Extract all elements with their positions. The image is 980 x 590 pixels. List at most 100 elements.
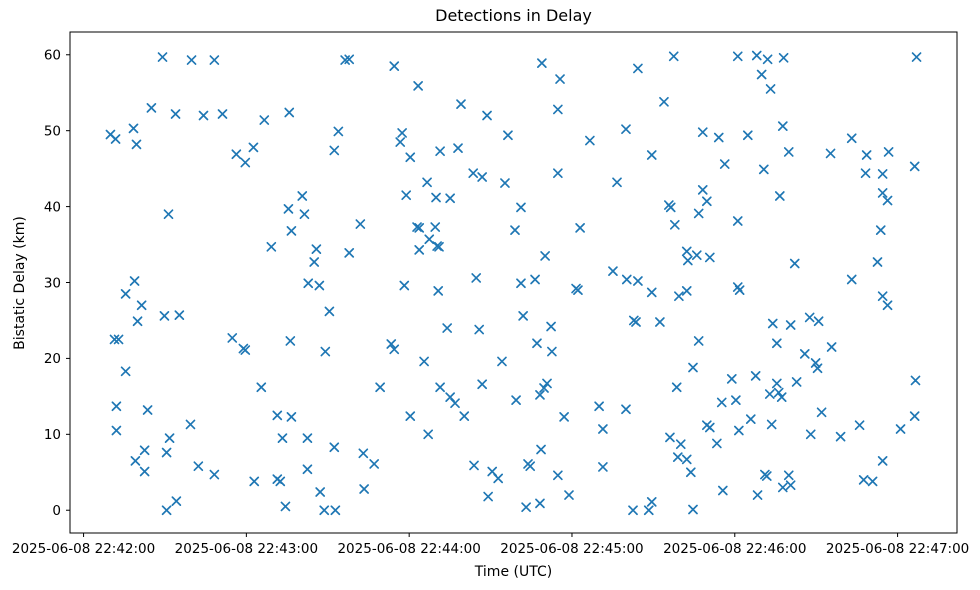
data-point-marker xyxy=(621,404,631,415)
data-point-marker xyxy=(483,491,493,502)
data-point-marker xyxy=(783,470,794,481)
data-point-marker xyxy=(280,501,291,512)
data-point-marker xyxy=(777,121,788,131)
data-point-marker xyxy=(163,209,174,220)
data-point-marker xyxy=(319,505,330,516)
data-point-marker xyxy=(468,168,479,179)
data-point-marker xyxy=(309,257,320,267)
data-point-marker xyxy=(668,51,679,62)
data-point-marker xyxy=(655,317,665,327)
data-point-marker xyxy=(633,276,643,286)
data-point-marker xyxy=(665,432,675,443)
data-point-marker xyxy=(324,306,335,317)
data-point-marker xyxy=(785,480,796,491)
data-point-marker xyxy=(272,410,283,421)
data-point-marker xyxy=(302,433,313,443)
data-point-marker xyxy=(671,382,682,393)
data-point-marker xyxy=(669,219,680,230)
data-point-marker xyxy=(804,312,815,323)
data-point-marker xyxy=(248,142,259,153)
data-point-marker xyxy=(532,338,542,349)
data-point-marker xyxy=(329,145,340,156)
data-point-marker xyxy=(132,316,143,327)
data-point-marker xyxy=(136,300,147,311)
data-point-marker xyxy=(422,177,432,188)
data-point-marker xyxy=(774,191,785,201)
data-point-marker xyxy=(329,442,340,453)
data-point-marker xyxy=(358,448,369,459)
data-point-marker xyxy=(745,414,756,424)
plot-border xyxy=(69,31,958,534)
data-point-marker xyxy=(369,459,380,469)
data-point-marker xyxy=(170,109,181,119)
data-point-marker xyxy=(762,54,773,65)
data-point-marker xyxy=(813,316,824,327)
data-point-marker xyxy=(911,52,922,62)
data-point-marker xyxy=(535,498,545,509)
data-point-marker xyxy=(516,202,526,213)
data-point-marker xyxy=(286,226,297,236)
data-point-marker xyxy=(111,425,122,436)
data-point-marker xyxy=(776,392,787,402)
data-point-marker xyxy=(575,222,585,233)
data-point-marker xyxy=(164,433,175,443)
data-point-marker xyxy=(608,266,618,276)
data-point-marker xyxy=(209,469,220,480)
data-point-marker xyxy=(789,258,800,269)
data-point-marker xyxy=(751,50,762,61)
data-point-marker xyxy=(355,219,366,229)
data-point-marker xyxy=(198,110,209,121)
data-point-marker xyxy=(752,490,763,500)
data-point-marker xyxy=(259,115,270,125)
data-point-marker xyxy=(275,476,286,487)
data-point-marker xyxy=(433,286,444,296)
x-tick-label: 2025-06-08 22:43:00 xyxy=(175,541,318,557)
data-point-marker xyxy=(791,377,802,387)
data-point-marker xyxy=(799,349,810,359)
data-point-marker xyxy=(434,241,444,252)
data-point-marker xyxy=(704,422,715,433)
data-point-marker xyxy=(535,389,545,400)
x-axis-label: Time (UTC) xyxy=(474,564,553,580)
data-point-marker xyxy=(861,150,872,160)
x-tick-label: 2025-06-08 22:42:00 xyxy=(12,541,155,557)
data-point-marker xyxy=(875,225,886,235)
data-point-marker xyxy=(860,168,871,179)
data-point-marker xyxy=(665,202,676,213)
data-point-marker xyxy=(867,476,878,487)
data-point-marker xyxy=(159,311,170,321)
data-point-marker xyxy=(858,475,869,485)
data-point-marker xyxy=(161,447,172,458)
data-point-marker xyxy=(284,107,295,118)
data-point-marker xyxy=(435,146,445,157)
data-point-marker xyxy=(109,334,120,345)
data-point-marker xyxy=(646,497,657,507)
data-point-marker xyxy=(767,318,778,329)
data-point-marker xyxy=(717,485,728,496)
data-point-marker xyxy=(812,363,823,374)
data-point-marker xyxy=(681,286,692,296)
data-point-marker xyxy=(681,454,692,465)
data-point-marker xyxy=(503,130,513,141)
data-point-marker xyxy=(344,54,355,65)
data-point-marker xyxy=(691,250,702,261)
data-point-marker xyxy=(675,439,686,450)
data-point-marker xyxy=(389,344,400,355)
y-tick-label: 40 xyxy=(44,199,61,215)
data-point-marker xyxy=(128,123,139,134)
data-point-marker xyxy=(314,280,325,291)
data-point-marker xyxy=(186,55,197,65)
y-tick-label: 60 xyxy=(44,48,61,64)
data-point-marker xyxy=(712,438,722,449)
data-point-marker xyxy=(846,274,857,285)
data-point-marker xyxy=(553,470,563,481)
data-point-marker xyxy=(395,137,406,147)
y-tick-label: 10 xyxy=(44,427,61,443)
data-point-marker xyxy=(594,401,604,412)
data-point-marker xyxy=(895,424,906,434)
y-axis-label: Bistatic Delay (km) xyxy=(12,216,28,350)
data-point-marker xyxy=(256,382,267,393)
data-point-marker xyxy=(771,338,782,349)
data-point-marker xyxy=(430,222,441,232)
